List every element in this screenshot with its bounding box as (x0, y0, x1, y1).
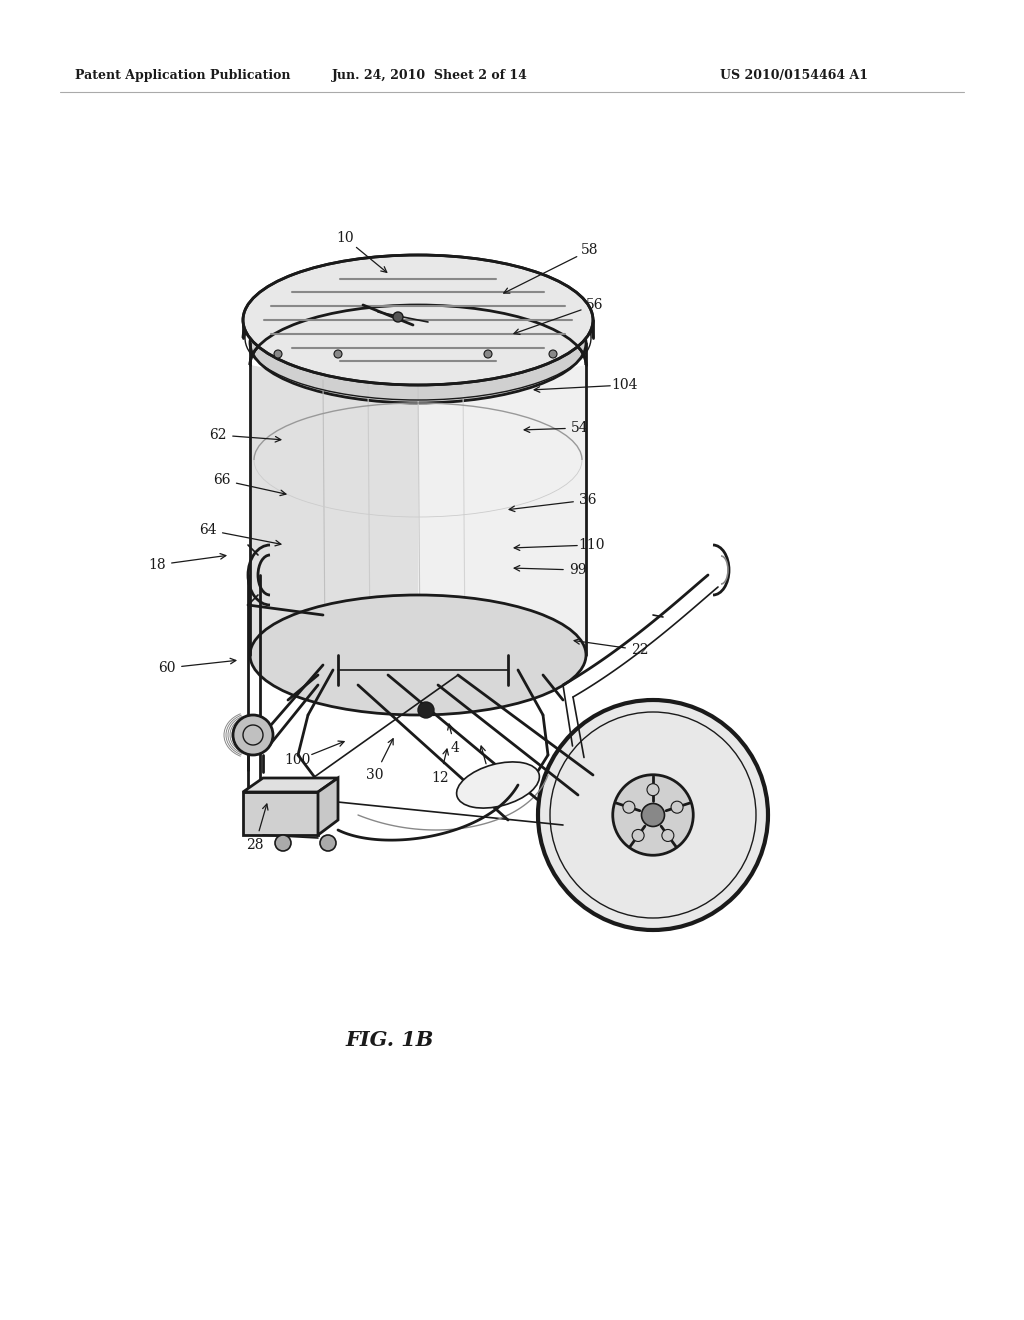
Circle shape (334, 350, 342, 358)
Circle shape (641, 804, 665, 826)
Polygon shape (243, 777, 338, 792)
Circle shape (274, 350, 282, 358)
Ellipse shape (250, 282, 586, 403)
Text: Patent Application Publication: Patent Application Publication (75, 69, 291, 82)
Ellipse shape (243, 255, 593, 385)
Text: 62: 62 (209, 428, 226, 442)
Circle shape (671, 801, 683, 813)
Text: 22: 22 (631, 643, 649, 657)
Circle shape (632, 829, 644, 841)
Ellipse shape (250, 595, 586, 715)
Circle shape (623, 801, 635, 813)
Text: 32: 32 (481, 771, 499, 785)
Text: 110: 110 (579, 539, 605, 552)
Circle shape (319, 836, 336, 851)
Text: 56: 56 (587, 298, 604, 312)
Polygon shape (318, 777, 338, 836)
Circle shape (662, 829, 674, 841)
Text: 66: 66 (213, 473, 230, 487)
Text: 58: 58 (582, 243, 599, 257)
Text: 104: 104 (611, 378, 638, 392)
Text: Jun. 24, 2010  Sheet 2 of 14: Jun. 24, 2010 Sheet 2 of 14 (332, 69, 528, 82)
Text: 99: 99 (569, 564, 587, 577)
Text: 10: 10 (336, 231, 354, 246)
Ellipse shape (457, 762, 540, 808)
Circle shape (275, 836, 291, 851)
Text: 64: 64 (200, 523, 217, 537)
Text: 30: 30 (367, 768, 384, 781)
Text: 12: 12 (431, 771, 449, 785)
Polygon shape (250, 366, 418, 685)
Text: 100: 100 (285, 752, 311, 767)
Circle shape (549, 350, 557, 358)
Circle shape (647, 784, 659, 796)
Circle shape (538, 700, 768, 931)
Text: US 2010/0154464 A1: US 2010/0154464 A1 (720, 69, 868, 82)
Text: 54: 54 (571, 421, 589, 436)
Circle shape (612, 775, 693, 855)
Polygon shape (418, 366, 586, 685)
Text: FIG. 1B: FIG. 1B (346, 1030, 434, 1049)
Circle shape (233, 715, 273, 755)
Circle shape (393, 312, 403, 322)
Polygon shape (243, 792, 318, 836)
Text: 28: 28 (246, 838, 264, 851)
Text: 60: 60 (159, 661, 176, 675)
Text: 36: 36 (580, 492, 597, 507)
Circle shape (418, 702, 434, 718)
Text: 18: 18 (148, 558, 166, 572)
Text: 4: 4 (451, 741, 460, 755)
Circle shape (484, 350, 492, 358)
